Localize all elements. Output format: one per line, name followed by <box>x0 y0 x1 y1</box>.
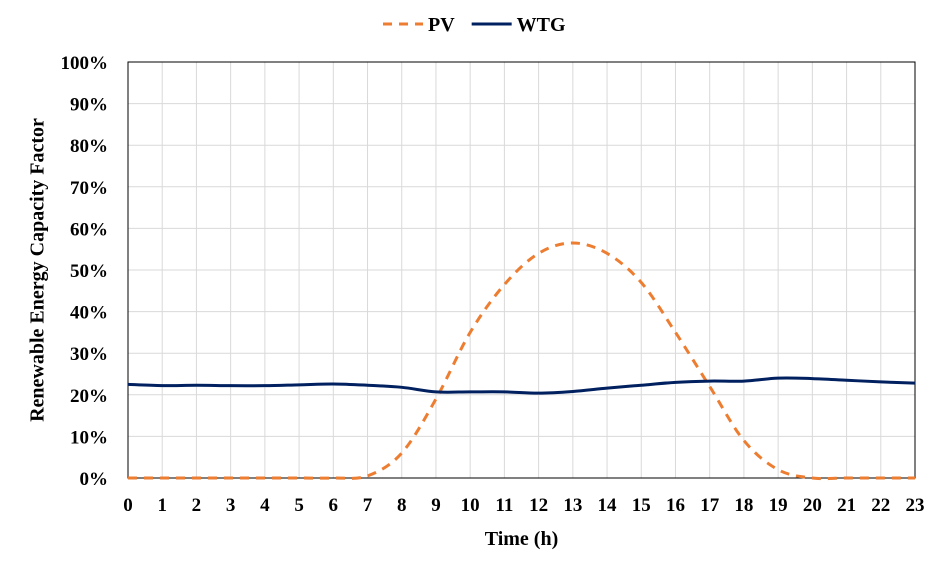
x-tick-label: 8 <box>397 495 407 516</box>
x-tick-label: 19 <box>769 495 788 516</box>
series-layer <box>127 241 916 481</box>
y-tick-label: 70% <box>70 178 108 199</box>
y-tick-label: 10% <box>70 427 108 448</box>
x-tick-label: 5 <box>294 495 304 516</box>
y-tick-label: 60% <box>70 219 108 240</box>
x-tick-label: 2 <box>192 495 202 516</box>
series-line-wtg <box>127 376 916 395</box>
y-tick-label: 40% <box>70 303 108 324</box>
y-axis-ticks: 0% 10% 20% 30% 40% 50% 60% 70% 80% 90% 100% <box>61 53 109 490</box>
y-tick-label: 80% <box>70 136 108 157</box>
x-tick-label: 17 <box>700 495 720 516</box>
plot-area <box>127 61 916 479</box>
x-tick-label: 12 <box>529 495 548 516</box>
x-tick-label: 14 <box>598 495 618 516</box>
y-axis-title: Renewable Energy Capacity Factor <box>27 118 49 422</box>
legend: PV WTG <box>383 14 566 36</box>
x-tick-label: 20 <box>803 495 822 516</box>
x-tick-label: 6 <box>329 495 339 516</box>
x-tick-label: 10 <box>461 495 480 516</box>
x-tick-label: 18 <box>734 495 753 516</box>
legend-label-pv: PV <box>428 14 455 36</box>
x-axis-title: Time (h) <box>485 528 559 550</box>
x-tick-label: 4 <box>260 495 270 516</box>
x-tick-label: 7 <box>363 495 373 516</box>
x-axis-ticks: 0 1 2 3 4 5 6 7 8 9 10 11 12 13 14 15 16 17 18 19 20 21 22 23 <box>123 495 924 516</box>
y-tick-label: 20% <box>70 386 108 407</box>
x-tick-label: 16 <box>666 495 685 516</box>
x-tick-label: 15 <box>632 495 651 516</box>
y-tick-label: 0% <box>80 469 109 490</box>
gridlines <box>128 62 915 478</box>
y-tick-label: 100% <box>61 53 109 74</box>
x-tick-label: 23 <box>906 495 925 516</box>
legend-label-wtg: WTG <box>517 14 566 36</box>
x-tick-label: 0 <box>123 495 133 516</box>
y-tick-label: 90% <box>70 95 108 116</box>
x-tick-label: 13 <box>563 495 582 516</box>
x-tick-label: 9 <box>431 495 441 516</box>
x-tick-label: 21 <box>837 495 856 516</box>
x-tick-label: 1 <box>157 495 167 516</box>
y-tick-label: 30% <box>70 344 108 365</box>
y-tick-label: 50% <box>70 261 108 282</box>
x-tick-label: 3 <box>226 495 236 516</box>
x-tick-label: 22 <box>871 495 890 516</box>
x-tick-label: 11 <box>495 495 513 516</box>
series-line-pv <box>128 241 915 481</box>
